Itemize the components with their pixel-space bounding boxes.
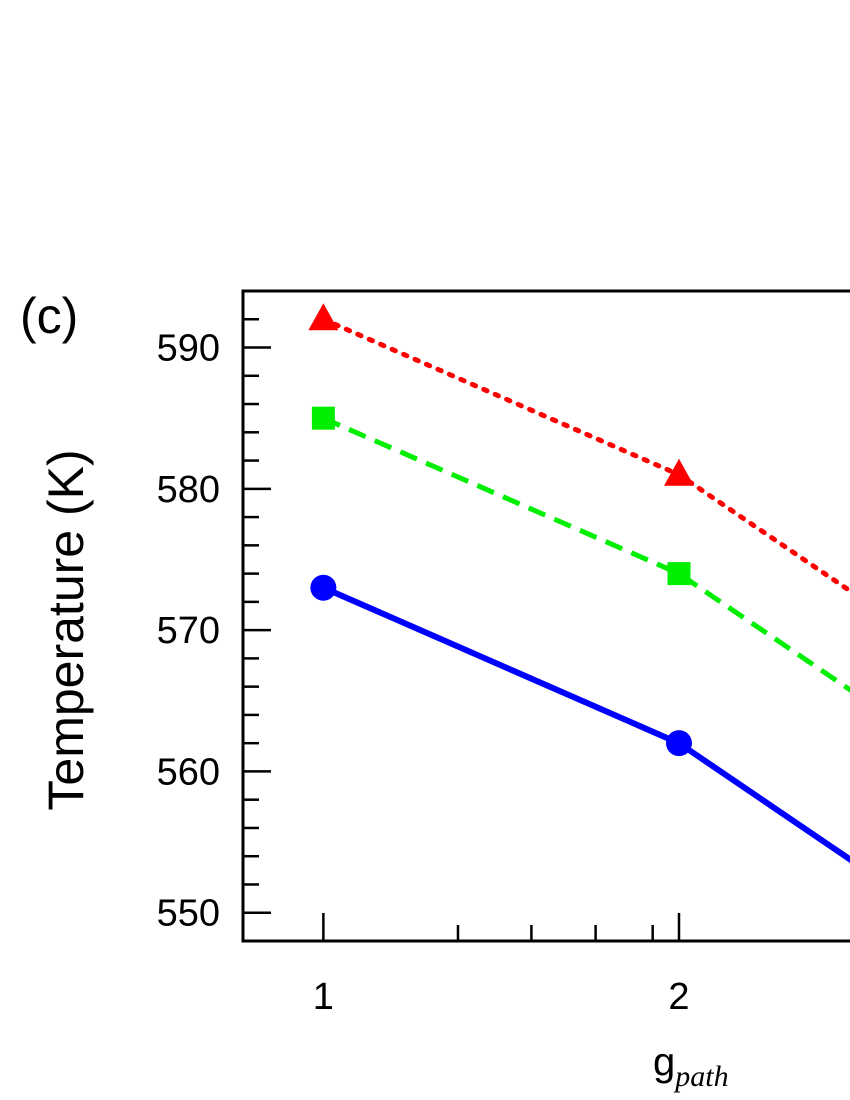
- x-tick-label: 2: [668, 976, 689, 1018]
- series-line-square: [322, 415, 850, 693]
- y-tick-label: 550: [157, 893, 220, 935]
- axes-layer: 550 560 570 580 590 1 2: [157, 289, 850, 1018]
- y-tick-label: 570: [157, 610, 220, 652]
- data-point-triangle-2: [663, 458, 694, 486]
- x-axis-label-main: g: [653, 1040, 675, 1084]
- y-axis-label: Temperature (K): [38, 449, 94, 810]
- data-point-circle-2: [665, 730, 692, 757]
- series-layer: [308, 303, 850, 863]
- data-point-circle-1: [310, 574, 337, 601]
- series-line-circle: [322, 584, 850, 863]
- x-axis-label-sub: path: [673, 1060, 728, 1093]
- y-tick-label: 560: [157, 751, 220, 793]
- y-tick-label: 590: [157, 328, 220, 370]
- series-line-triangle: [320, 316, 850, 594]
- data-point-square-1: [311, 406, 335, 430]
- y-tick-label: 580: [157, 469, 220, 511]
- data-point-triangle-1: [308, 303, 339, 331]
- data-point-square-2: [667, 562, 691, 586]
- panel-label: (c): [20, 288, 78, 344]
- x-axis-label: gpath: [653, 1040, 729, 1093]
- x-tick-label: 1: [313, 976, 334, 1018]
